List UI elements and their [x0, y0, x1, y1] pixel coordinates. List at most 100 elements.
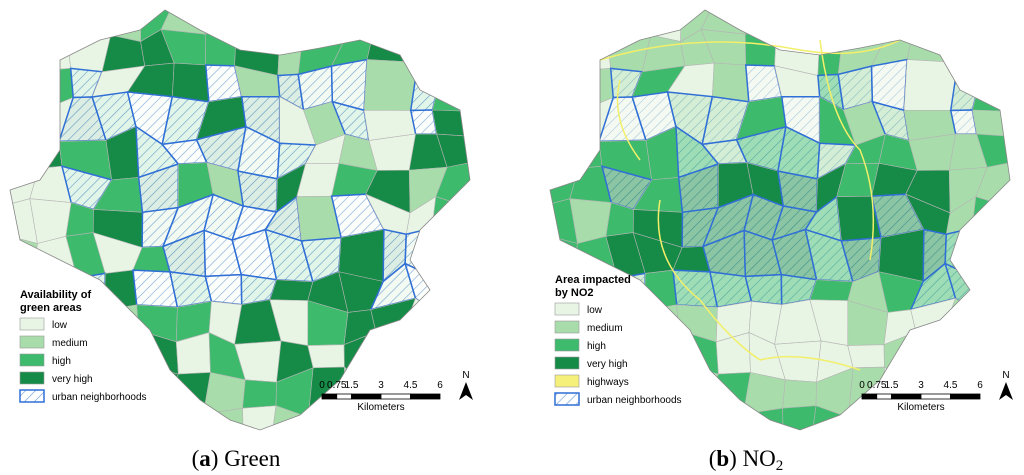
- district: [479, 370, 519, 407]
- district: [977, 276, 1010, 315]
- district: [160, 10, 211, 35]
- district: [1005, 296, 1010, 343]
- scale-tick-label: 0: [319, 380, 325, 391]
- scale-tick-label: 3: [918, 380, 924, 391]
- district: [810, 432, 853, 475]
- district: [701, 372, 751, 415]
- scale-segment: [861, 393, 878, 400]
- district: [1009, 105, 1010, 139]
- district: [24, 404, 66, 430]
- district: [666, 398, 703, 430]
- district: [815, 10, 851, 32]
- scale-segment: [351, 393, 382, 400]
- district: [436, 447, 478, 475]
- caption: (b) NO2: [709, 446, 784, 474]
- legend-label: low: [52, 320, 68, 331]
- district: [847, 344, 885, 369]
- scale-tick-label: 3: [378, 380, 384, 391]
- district: [1019, 370, 1024, 407]
- district: [638, 10, 682, 42]
- district: [398, 341, 437, 370]
- district: [436, 298, 470, 342]
- district: [129, 433, 176, 475]
- district: [550, 10, 571, 31]
- district: [98, 10, 142, 42]
- district: [906, 10, 957, 30]
- district: [307, 366, 346, 418]
- urban-neighborhood: [204, 273, 243, 306]
- district: [10, 66, 43, 111]
- district: [567, 136, 603, 169]
- caption-text: ) NO: [729, 446, 776, 471]
- scale-tick-label: 4.5: [944, 380, 958, 391]
- district: [0, 434, 29, 475]
- legend-label: urban neighborhoods: [587, 395, 682, 406]
- district: [433, 334, 470, 382]
- legend-label: highways: [587, 377, 629, 388]
- district: [906, 26, 959, 63]
- district: [945, 29, 986, 63]
- district: [885, 409, 919, 430]
- district: [95, 330, 143, 378]
- legend-swatch: [19, 389, 45, 403]
- district: [469, 160, 470, 208]
- district: [636, 433, 682, 475]
- district: [10, 130, 39, 169]
- district: [432, 60, 470, 112]
- legend-swatch: [554, 320, 580, 334]
- district: [782, 405, 817, 430]
- highways: [599, 39, 901, 371]
- district: [202, 407, 244, 430]
- district: [25, 434, 75, 475]
- district: [973, 334, 1010, 382]
- district: [307, 344, 345, 369]
- legend-swatch: [554, 374, 580, 388]
- district: [600, 402, 642, 430]
- district: [95, 398, 129, 430]
- district: [1013, 0, 1024, 35]
- district: [438, 10, 470, 35]
- district: [235, 10, 281, 29]
- district: [469, 69, 470, 112]
- legend-label: very high: [587, 359, 628, 370]
- district: [1009, 69, 1010, 112]
- caption-sub: 2: [776, 458, 784, 474]
- scale-unit: Kilometers: [357, 402, 404, 413]
- scale-segment: [920, 393, 951, 400]
- scale-tick-label: 0.75: [867, 380, 887, 391]
- legend-title: by NO2: [555, 287, 594, 299]
- district: [1009, 202, 1010, 247]
- district: [10, 236, 38, 280]
- urban-neighborhood: [744, 273, 783, 306]
- north-arrow: [999, 382, 1013, 400]
- district: [606, 10, 652, 36]
- district: [742, 372, 786, 415]
- district: [978, 10, 1010, 35]
- district: [66, 10, 112, 36]
- district: [269, 279, 314, 301]
- legend-title: Area impacted: [555, 274, 631, 286]
- district: [938, 400, 988, 430]
- district: [939, 435, 987, 470]
- legend-swatch: [554, 338, 580, 352]
- district: [126, 398, 163, 430]
- district: [976, 298, 1010, 342]
- legend-label: low: [587, 305, 603, 316]
- caption: (a) Green: [192, 446, 281, 471]
- district: [307, 416, 351, 430]
- district: [405, 10, 446, 33]
- district: [312, 432, 350, 475]
- district: [882, 10, 915, 44]
- district: [10, 10, 31, 31]
- district: [906, 331, 958, 384]
- district: [366, 331, 418, 384]
- district: [204, 27, 237, 67]
- district: [368, 133, 417, 171]
- district: [302, 10, 349, 43]
- district: [399, 435, 447, 470]
- map-green: [0, 10, 519, 475]
- district: [465, 296, 470, 343]
- district: [550, 109, 583, 138]
- district: [471, 438, 516, 475]
